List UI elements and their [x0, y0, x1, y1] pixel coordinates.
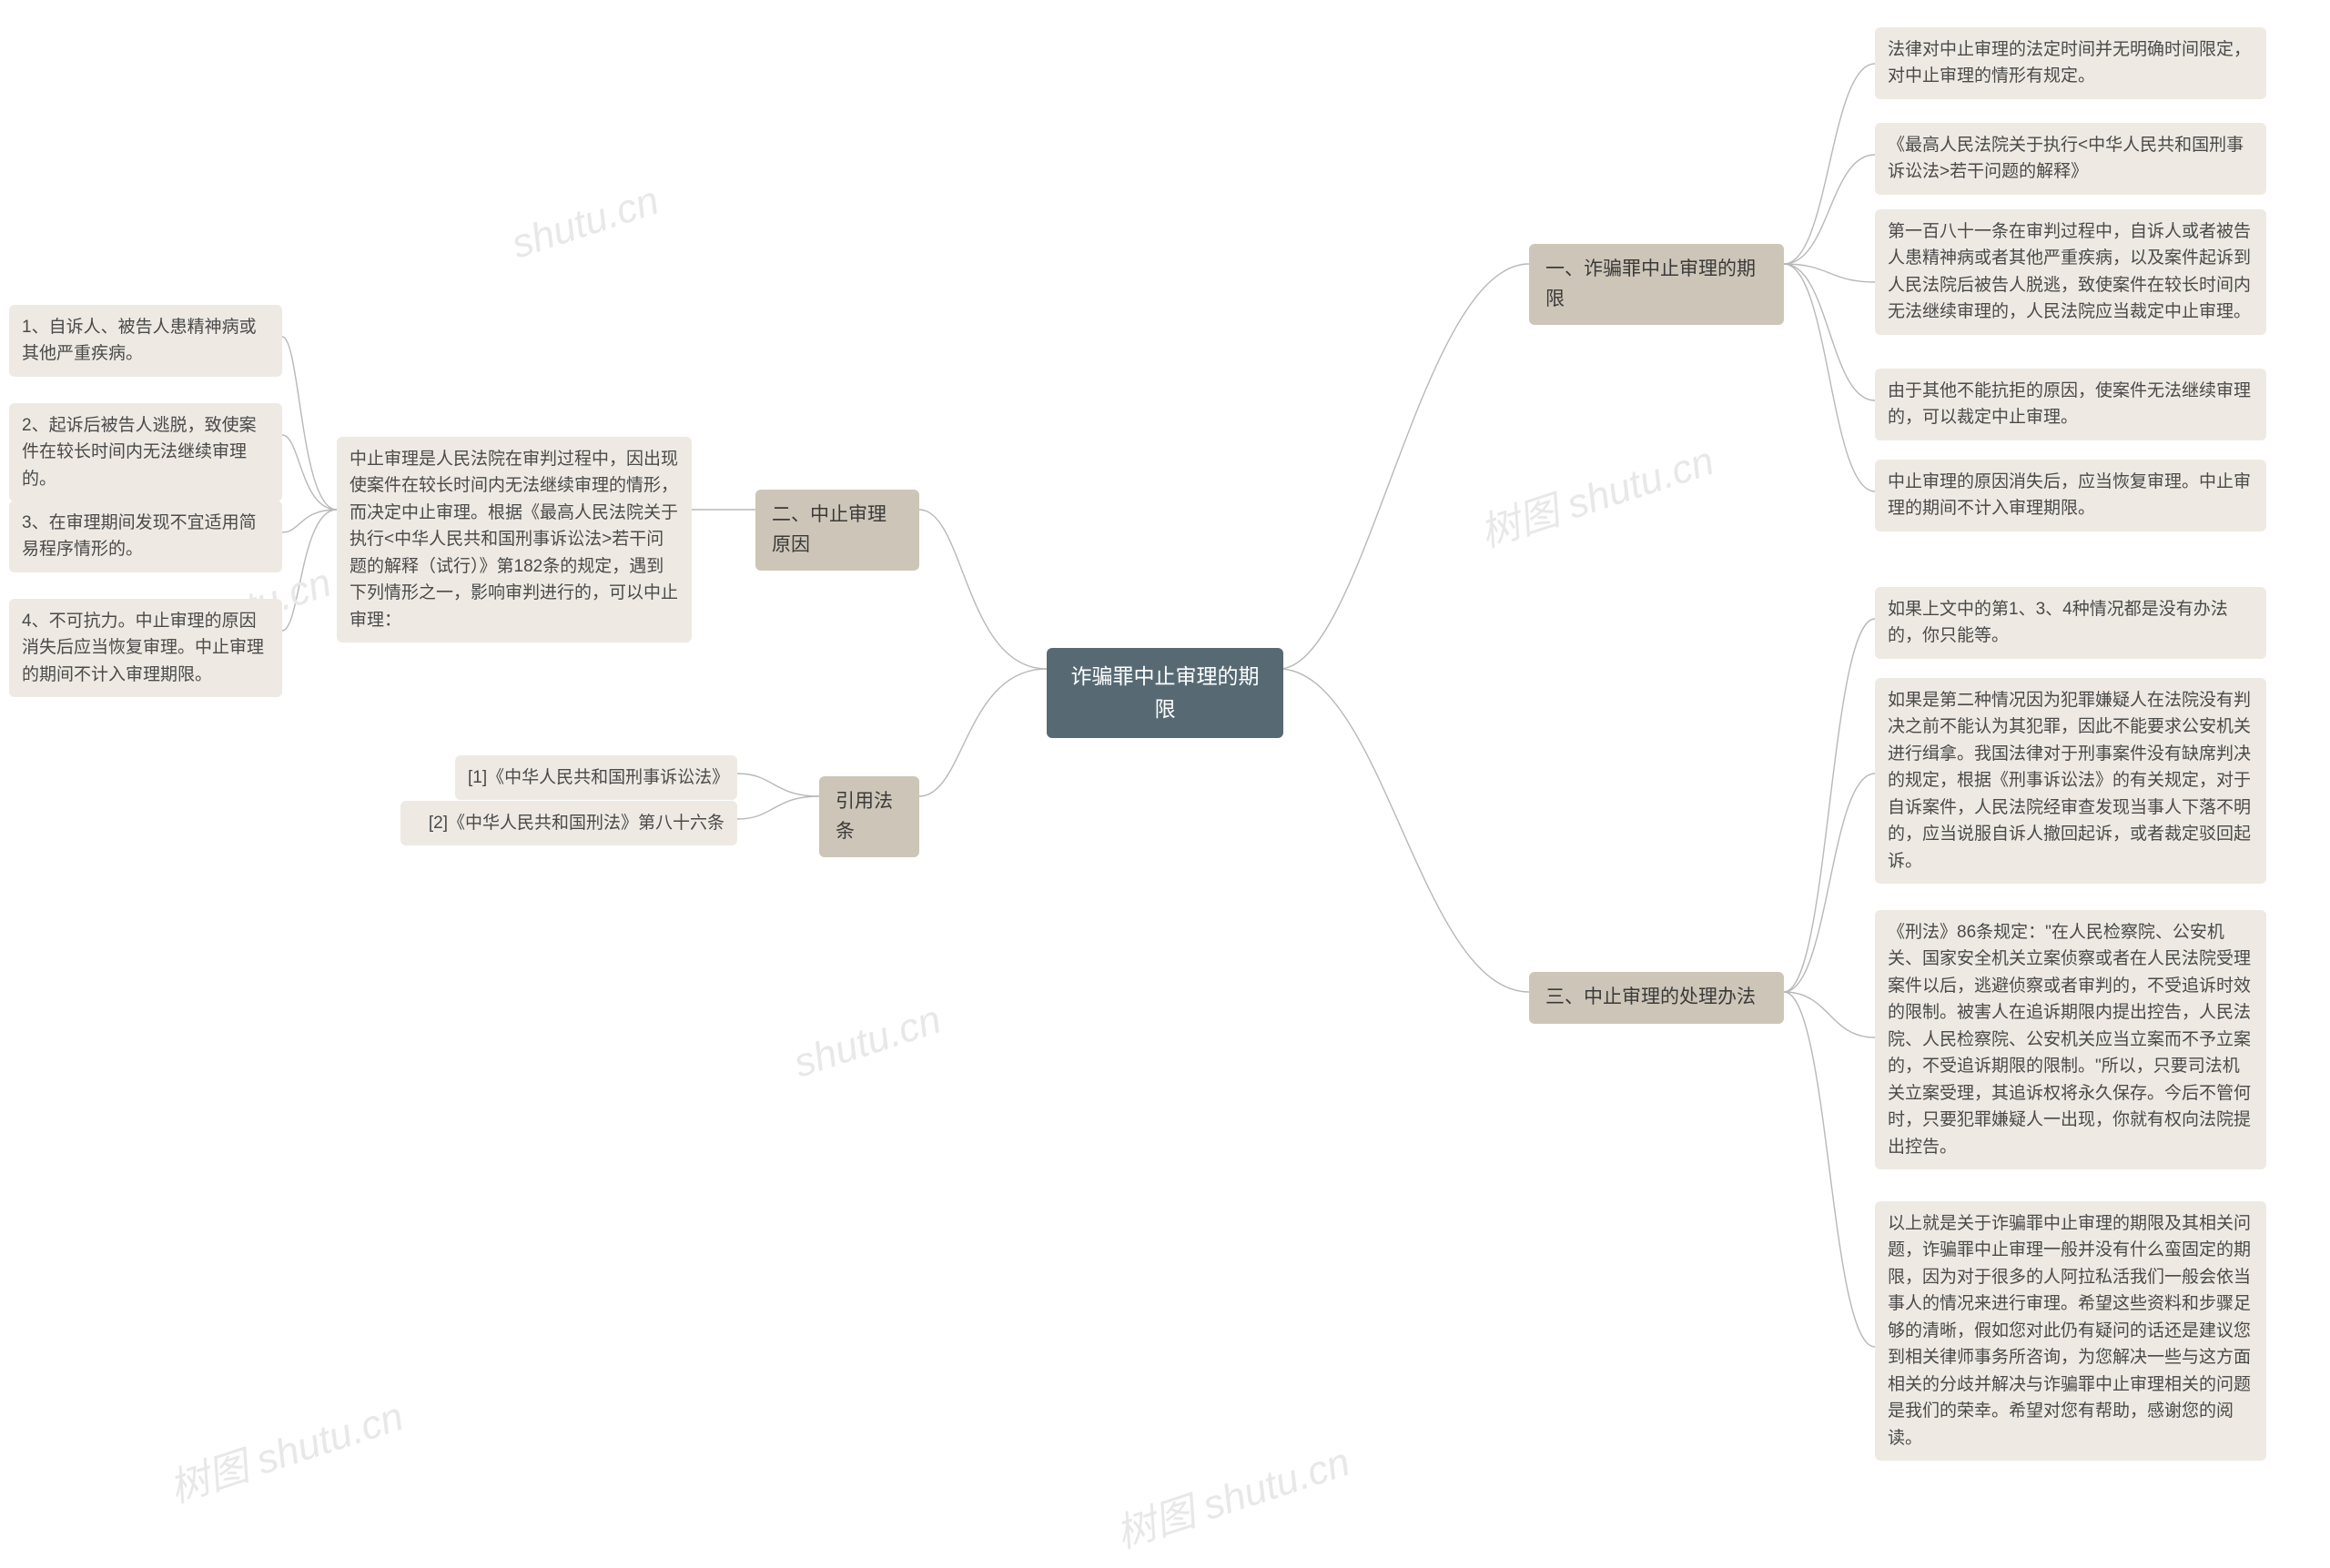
leaf-b1-2: 《最高人民法院关于执行<中华人民共和国刑事诉讼法>若干问题的解释》 — [1875, 123, 2266, 195]
watermark: 树图 shutu.cn — [161, 1383, 410, 1513]
leaf-b1-3: 第一百八十一条在审判过程中，自诉人或者被告人患精神病或者其他严重疾病，以及案件起… — [1875, 209, 2266, 335]
root-node[interactable]: 诈骗罪中止审理的期限 — [1047, 648, 1283, 738]
branch-handling[interactable]: 三、中止审理的处理办法 — [1529, 972, 1784, 1024]
watermark: 树图 shutu.cn — [1472, 428, 1720, 558]
branch-reason[interactable]: 二、中止审理原因 — [755, 490, 919, 571]
leaf-b2-4: 4、不可抗力。中止审理的原因消失后应当恢复审理。中止审理的期间不计入审理期限。 — [9, 599, 282, 697]
leaf-b4-1: [1]《中华人民共和国刑事诉讼法》 — [455, 755, 737, 800]
watermark: shutu.cn — [788, 997, 947, 1087]
watermark: 树图 shutu.cn — [1108, 1429, 1356, 1559]
leaf-b3-4: 以上就是关于诈骗罪中止审理的期限及其相关问题，诈骗罪中止审理一般并没有什么蛮固定… — [1875, 1201, 2266, 1461]
branch-period[interactable]: 一、诈骗罪中止审理的期限 — [1529, 244, 1784, 325]
leaf-b1-4: 由于其他不能抗拒的原因，使案件无法继续审理的，可以裁定中止审理。 — [1875, 369, 2266, 440]
leaf-b1-5: 中止审理的原因消失后，应当恢复审理。中止审理的期间不计入审理期限。 — [1875, 460, 2266, 531]
leaf-b1-1: 法律对中止审理的法定时间并无明确时间限定，对中止审理的情形有规定。 — [1875, 27, 2266, 99]
leaf-b3-1: 如果上文中的第1、3、4种情况都是没有办法的，你只能等。 — [1875, 587, 2266, 659]
leaf-b2-1: 1、自诉人、被告人患精神病或其他严重疾病。 — [9, 305, 282, 377]
branch-law[interactable]: 引用法条 — [819, 776, 919, 857]
leaf-b2-2: 2、起诉后被告人逃脱，致使案件在较长时间内无法继续审理的。 — [9, 403, 282, 501]
leaf-b3-3: 《刑法》86条规定："在人民检察院、公安机关、国家安全机关立案侦察或者在人民法院… — [1875, 910, 2266, 1169]
branch-reason-desc: 中止审理是人民法院在审判过程中，因出现使案件在较长时间内无法继续审理的情形，而决… — [337, 437, 692, 642]
watermark: shutu.cn — [506, 178, 664, 268]
leaf-b2-3: 3、在审理期间发现不宜适用简易程序情形的。 — [9, 501, 282, 572]
leaf-b3-2: 如果是第二种情况因为犯罪嫌疑人在法院没有判决之前不能认为其犯罪，因此不能要求公安… — [1875, 678, 2266, 884]
leaf-b4-2: [2]《中华人民共和国刑法》第八十六条 — [400, 801, 737, 845]
